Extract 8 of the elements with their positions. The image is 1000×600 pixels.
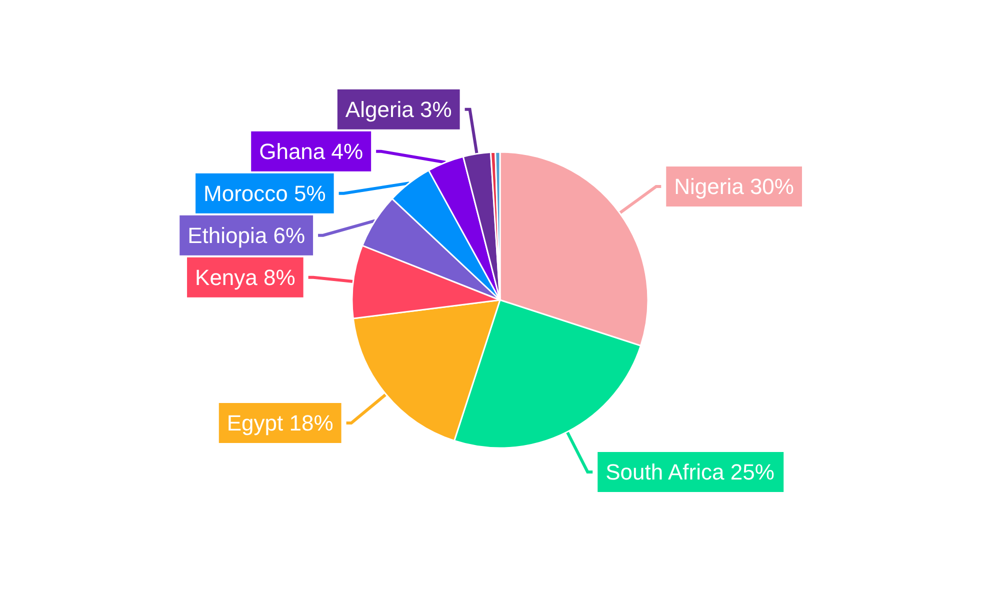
slice-label: Kenya 8% — [195, 264, 296, 290]
slice-label: Algeria 3% — [345, 96, 452, 122]
slice-label: Morocco 5% — [204, 180, 326, 206]
slice-label: Nigeria 30% — [674, 174, 794, 200]
slice-label: South Africa 25% — [606, 459, 774, 484]
slice-label: Ethiopia 6% — [188, 222, 306, 248]
slice-label: Ghana 4% — [259, 138, 364, 164]
slice-label: Egypt 18% — [226, 410, 334, 436]
